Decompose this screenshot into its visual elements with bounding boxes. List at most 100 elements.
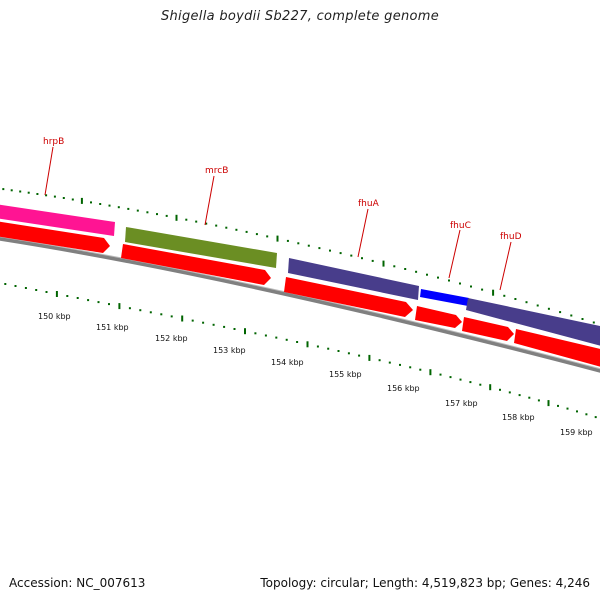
minor-tick bbox=[97, 301, 100, 304]
minor-tick bbox=[419, 368, 422, 371]
cds-5[interactable] bbox=[462, 317, 514, 341]
minor-tick bbox=[27, 191, 30, 194]
genome-backbone-highlight bbox=[0, 236, 600, 370]
minor-tick bbox=[399, 363, 401, 366]
minor-tick bbox=[437, 276, 439, 279]
minor-tick bbox=[409, 366, 412, 369]
minor-tick bbox=[536, 304, 539, 307]
minor-tick bbox=[339, 252, 342, 255]
minor-tick bbox=[508, 391, 511, 394]
minor-tick bbox=[205, 222, 208, 225]
minor-tick bbox=[514, 298, 517, 300]
minor-tick bbox=[337, 350, 340, 352]
minor-tick bbox=[266, 235, 269, 238]
scale-label: 150 kbp bbox=[38, 312, 71, 321]
minor-tick bbox=[576, 410, 578, 413]
minor-tick bbox=[393, 265, 396, 268]
minor-tick bbox=[448, 279, 450, 282]
minor-tick bbox=[10, 189, 13, 192]
major-tick bbox=[244, 328, 246, 335]
major-tick bbox=[276, 235, 279, 242]
minor-tick bbox=[4, 283, 7, 285]
minor-tick bbox=[191, 319, 194, 322]
gene-hrpB[interactable] bbox=[0, 204, 115, 236]
major-tick bbox=[368, 354, 371, 361]
minor-tick bbox=[275, 336, 278, 339]
minor-tick bbox=[255, 233, 258, 236]
minor-tick bbox=[316, 345, 319, 348]
hrpB-label: hrpB bbox=[43, 137, 64, 147]
minor-tick bbox=[459, 378, 462, 381]
upper-tick-row bbox=[2, 188, 595, 324]
minor-tick bbox=[329, 249, 331, 252]
major-tick bbox=[118, 303, 121, 310]
minor-tick bbox=[518, 394, 521, 397]
minor-tick bbox=[71, 198, 74, 201]
minor-tick bbox=[371, 259, 374, 262]
minor-tick bbox=[327, 347, 330, 350]
genome-summary-text: Topology: circular; Length: 4,519,823 bp… bbox=[260, 576, 590, 590]
minor-tick bbox=[14, 285, 17, 287]
gene-mrcB[interactable] bbox=[125, 227, 277, 268]
scale-label: 156 kbp bbox=[387, 384, 420, 393]
minor-tick bbox=[547, 307, 550, 310]
minor-tick bbox=[585, 413, 588, 416]
minor-tick bbox=[592, 321, 595, 324]
minor-tick bbox=[146, 211, 149, 214]
genome-title: Shigella boydii Sb227, complete genome bbox=[160, 9, 440, 24]
minor-tick bbox=[499, 388, 501, 391]
scale-label: 159 kbp bbox=[560, 428, 593, 437]
minor-tick bbox=[117, 206, 120, 209]
minor-tick bbox=[358, 354, 361, 357]
gene-fhuC[interactable] bbox=[420, 289, 469, 306]
minor-tick bbox=[35, 289, 38, 291]
minor-tick bbox=[108, 303, 110, 306]
minor-tick bbox=[570, 314, 573, 317]
minor-tick bbox=[223, 325, 226, 328]
minor-tick bbox=[215, 224, 218, 227]
cds-6[interactable] bbox=[514, 329, 600, 368]
minor-tick bbox=[139, 309, 142, 312]
minor-tick bbox=[557, 404, 559, 407]
minor-tick bbox=[235, 228, 238, 231]
fhuA-label: fhuA bbox=[358, 199, 380, 209]
fhuD-label: fhuD bbox=[500, 232, 522, 242]
minor-tick bbox=[528, 396, 531, 399]
cds-2[interactable] bbox=[121, 244, 271, 285]
minor-tick bbox=[24, 287, 27, 289]
minor-tick bbox=[459, 282, 461, 285]
gene-fhuD[interactable] bbox=[466, 298, 600, 347]
cds-4[interactable] bbox=[415, 306, 462, 328]
cds-3[interactable] bbox=[284, 277, 413, 317]
minor-tick bbox=[566, 407, 569, 410]
major-tick bbox=[382, 260, 385, 267]
minor-tick bbox=[470, 285, 472, 288]
major-tick bbox=[306, 341, 309, 348]
minor-tick bbox=[503, 294, 506, 297]
minor-tick bbox=[415, 270, 418, 273]
minor-tick bbox=[99, 203, 102, 205]
major-tick bbox=[80, 197, 83, 204]
minor-tick bbox=[202, 321, 205, 324]
minor-tick bbox=[479, 383, 482, 386]
major-tick bbox=[429, 369, 432, 376]
hrpB-leader bbox=[44, 146, 54, 196]
minor-tick bbox=[62, 197, 65, 199]
scale-label: 151 kbp bbox=[96, 323, 129, 332]
minor-tick bbox=[87, 299, 90, 302]
minor-tick bbox=[128, 307, 131, 310]
minor-tick bbox=[160, 313, 163, 316]
minor-tick bbox=[426, 273, 428, 276]
minor-tick bbox=[170, 315, 173, 318]
minor-tick bbox=[318, 247, 321, 250]
scale-label: 157 kbp bbox=[445, 399, 478, 408]
major-tick bbox=[55, 291, 58, 297]
minor-tick bbox=[525, 301, 528, 304]
minor-tick bbox=[108, 204, 111, 207]
scale-label: 158 kbp bbox=[502, 413, 535, 422]
cds-1[interactable] bbox=[0, 221, 110, 253]
minor-tick bbox=[45, 194, 48, 197]
minor-tick bbox=[285, 338, 288, 341]
gene-fhuA[interactable] bbox=[288, 258, 419, 300]
